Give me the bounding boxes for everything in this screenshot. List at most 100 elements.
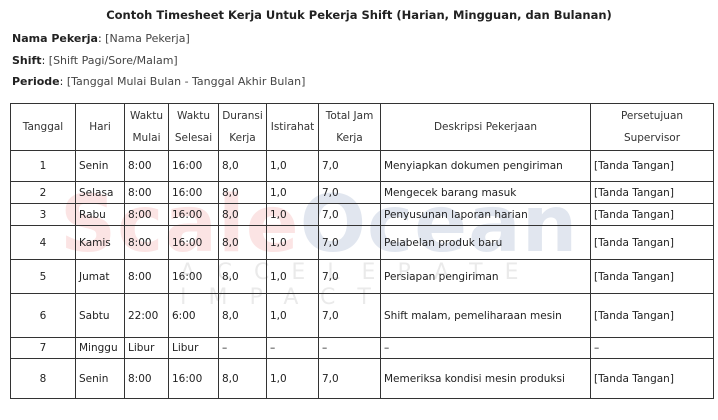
table-row: 2 Selasa 8:00 16:00 8,0 1,0 7,0 Mengecek barang… xyxy=(10,181,714,204)
table-cell: 16:00 xyxy=(168,225,219,260)
table-cell: 7,0 xyxy=(318,203,381,226)
table-cell: [Tanda Tangan] xyxy=(590,203,714,226)
table-cell: 16:00 xyxy=(168,259,219,294)
table-cell: 7,0 xyxy=(318,150,381,182)
column-header-line: Hari xyxy=(89,121,111,133)
table-cell: 8,0 xyxy=(218,259,267,294)
table-cell: Sabtu xyxy=(75,293,125,338)
table-cell: Persiapan pengiriman xyxy=(380,259,591,294)
table-cell: 8:00 xyxy=(124,181,169,204)
column-header-line: Waktu xyxy=(177,110,210,122)
table-cell: [Tanda Tangan] xyxy=(590,150,714,182)
table-row: 6 Sabtu 22:00 6:00 8,0 1,0 7,0 Shift malam, pem… xyxy=(10,293,714,338)
column-header: Duransi Kerja xyxy=(218,103,267,151)
table-cell: Jumat xyxy=(75,259,125,294)
table-cell: 3 xyxy=(10,203,76,226)
table-row: 3 Rabu 8:00 16:00 8,0 1,0 7,0 Penyusunan lapora… xyxy=(10,203,714,226)
table-cell: 7,0 xyxy=(318,225,381,260)
column-header-line: Selesai xyxy=(174,132,213,144)
table-row: 8 Senin 8:00 16:00 8,0 1,0 7,0 Memeriksa kondis… xyxy=(10,358,714,399)
table-row: 5 Jumat 8:00 16:00 8,0 1,0 7,0 Persiapan pengir… xyxy=(10,259,714,294)
column-header-line: Kerja xyxy=(229,132,256,144)
table-cell: 8:00 xyxy=(124,150,169,182)
table-cell: 6 xyxy=(10,293,76,338)
table-cell: Mengecek barang masuk xyxy=(380,181,591,204)
table-cell: 4 xyxy=(10,225,76,260)
table-cell: Pelabelan produk baru xyxy=(380,225,591,260)
table-cell: – xyxy=(218,337,267,359)
table-cell: 22:00 xyxy=(124,293,169,338)
table-cell: 16:00 xyxy=(168,181,219,204)
table-cell: 1,0 xyxy=(266,293,319,338)
column-header-line: Supervisor xyxy=(623,132,681,144)
meta-worker-name: Nama Pekerja: [Nama Pekerja] xyxy=(12,32,190,45)
table-cell: [Tanda Tangan] xyxy=(590,358,714,399)
table-cell: Menyiapkan dokumen pengiriman xyxy=(380,150,591,182)
table-cell: Libur xyxy=(168,337,219,359)
table-cell: 2 xyxy=(10,181,76,204)
table-cell: Selasa xyxy=(75,181,125,204)
table-cell: 1,0 xyxy=(266,358,319,399)
table-cell: 8,0 xyxy=(218,203,267,226)
table-cell: – xyxy=(590,337,714,359)
column-header-line: Tanggal xyxy=(22,121,64,133)
table-cell: 8 xyxy=(10,358,76,399)
table-row: 4 Kamis 8:00 16:00 8,0 1,0 7,0 Pelabelan produk… xyxy=(10,225,714,260)
table-cell: – xyxy=(266,337,319,359)
meta-shift: Shift: [Shift Pagi/Sore/Malam] xyxy=(12,54,178,67)
table-cell: 7,0 xyxy=(318,293,381,338)
table-cell: 1,0 xyxy=(266,181,319,204)
table-cell: Memeriksa kondisi mesin produksi xyxy=(380,358,591,399)
table-cell: 1,0 xyxy=(266,259,319,294)
table-cell: 7,0 xyxy=(318,259,381,294)
table-header-row: Tanggal Hari Waktu Mulai Waktu Selesai Duransi… xyxy=(10,103,714,151)
table-cell: 8,0 xyxy=(218,293,267,338)
table-cell: Minggu xyxy=(75,337,125,359)
table-cell: 7,0 xyxy=(318,181,381,204)
column-header: Waktu Mulai xyxy=(124,103,169,151)
column-header-line: Mulai xyxy=(132,132,161,144)
table-cell: 8:00 xyxy=(124,259,169,294)
column-header: Waktu Selesai xyxy=(168,103,219,151)
table-cell: 16:00 xyxy=(168,358,219,399)
table-cell: Penyusunan laporan harian xyxy=(380,203,591,226)
timesheet-table: Tanggal Hari Waktu Mulai Waktu Selesai Duransi… xyxy=(10,103,714,399)
table-row: 7 Minggu Libur Libur – – – – – xyxy=(10,337,714,359)
table-row: 1 Senin 8:00 16:00 8,0 1,0 7,0 Menyiapkan dokum… xyxy=(10,150,714,182)
table-cell: [Tanda Tangan] xyxy=(590,225,714,260)
column-header: Istirahat xyxy=(266,103,319,151)
table-cell: 7,0 xyxy=(318,358,381,399)
table-cell: 8:00 xyxy=(124,225,169,260)
column-header-line: Persetujuan xyxy=(620,110,684,122)
table-cell: Kamis xyxy=(75,225,125,260)
table-cell: Senin xyxy=(75,358,125,399)
column-header-line: Istirahat xyxy=(270,121,315,133)
column-header-line: Kerja xyxy=(336,132,363,144)
table-cell: Rabu xyxy=(75,203,125,226)
table-cell: 6:00 xyxy=(168,293,219,338)
column-header-line: Total Jam xyxy=(325,110,374,122)
table-cell: 1,0 xyxy=(266,203,319,226)
column-header: Total Jam Kerja xyxy=(318,103,381,151)
column-header: Hari xyxy=(75,103,125,151)
table-cell: [Tanda Tangan] xyxy=(590,293,714,338)
table-cell: Libur xyxy=(124,337,169,359)
table-cell: Senin xyxy=(75,150,125,182)
column-header-line: Waktu xyxy=(130,110,163,122)
column-header: Tanggal xyxy=(10,103,76,151)
table-cell: 1,0 xyxy=(266,150,319,182)
table-cell: 8,0 xyxy=(218,358,267,399)
meta-period: Periode: [Tanggal Mulai Bulan - Tanggal … xyxy=(12,75,306,88)
table-cell: [Tanda Tangan] xyxy=(590,259,714,294)
document-title: Contoh Timesheet Kerja Untuk Pekerja Shi… xyxy=(106,8,612,22)
table-cell: 7 xyxy=(10,337,76,359)
table-cell: 8:00 xyxy=(124,358,169,399)
table-cell: 8,0 xyxy=(218,181,267,204)
table-cell: – xyxy=(318,337,381,359)
table-cell: 8,0 xyxy=(218,150,267,182)
table-cell: – xyxy=(380,337,591,359)
table-cell: 1 xyxy=(10,150,76,182)
table-cell: [Tanda Tangan] xyxy=(590,181,714,204)
column-header-line: Deskripsi Pekerjaan xyxy=(433,121,538,133)
table-cell: 1,0 xyxy=(266,225,319,260)
